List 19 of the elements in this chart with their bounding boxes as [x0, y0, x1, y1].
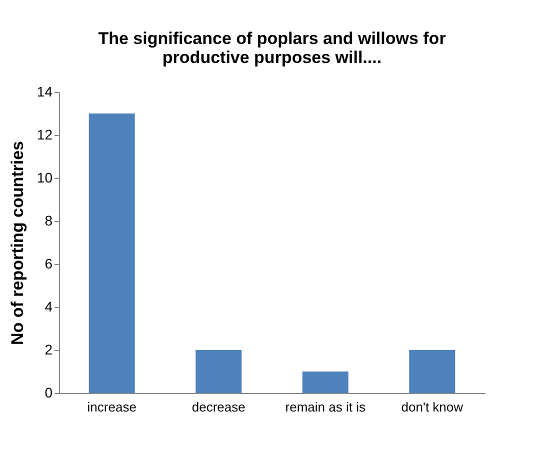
x-tick-label: don't know — [401, 400, 464, 414]
bar — [302, 372, 348, 393]
x-tick-label: remain as it is — [285, 400, 366, 414]
bar — [196, 350, 242, 393]
x-tick-label: decrease — [192, 400, 246, 414]
y-tick-label: 2 — [44, 342, 53, 358]
y-tick-label: 4 — [44, 298, 53, 314]
y-tick-label: 6 — [44, 256, 53, 272]
text: The significance of poplars and willows for — [98, 29, 446, 48]
y-axis-title: No of reporting countries — [8, 141, 27, 345]
y-tick-label: 10 — [36, 170, 53, 186]
bar — [409, 350, 456, 393]
bar — [88, 114, 135, 393]
y-tick-label: 8 — [44, 212, 53, 228]
y-tick-label: 12 — [36, 126, 53, 142]
y-tick-label: 14 — [36, 84, 53, 100]
x-tick-label: increase — [87, 400, 136, 414]
y-tick-label: 0 — [44, 384, 53, 400]
text: productive purposes will.... — [162, 48, 382, 67]
